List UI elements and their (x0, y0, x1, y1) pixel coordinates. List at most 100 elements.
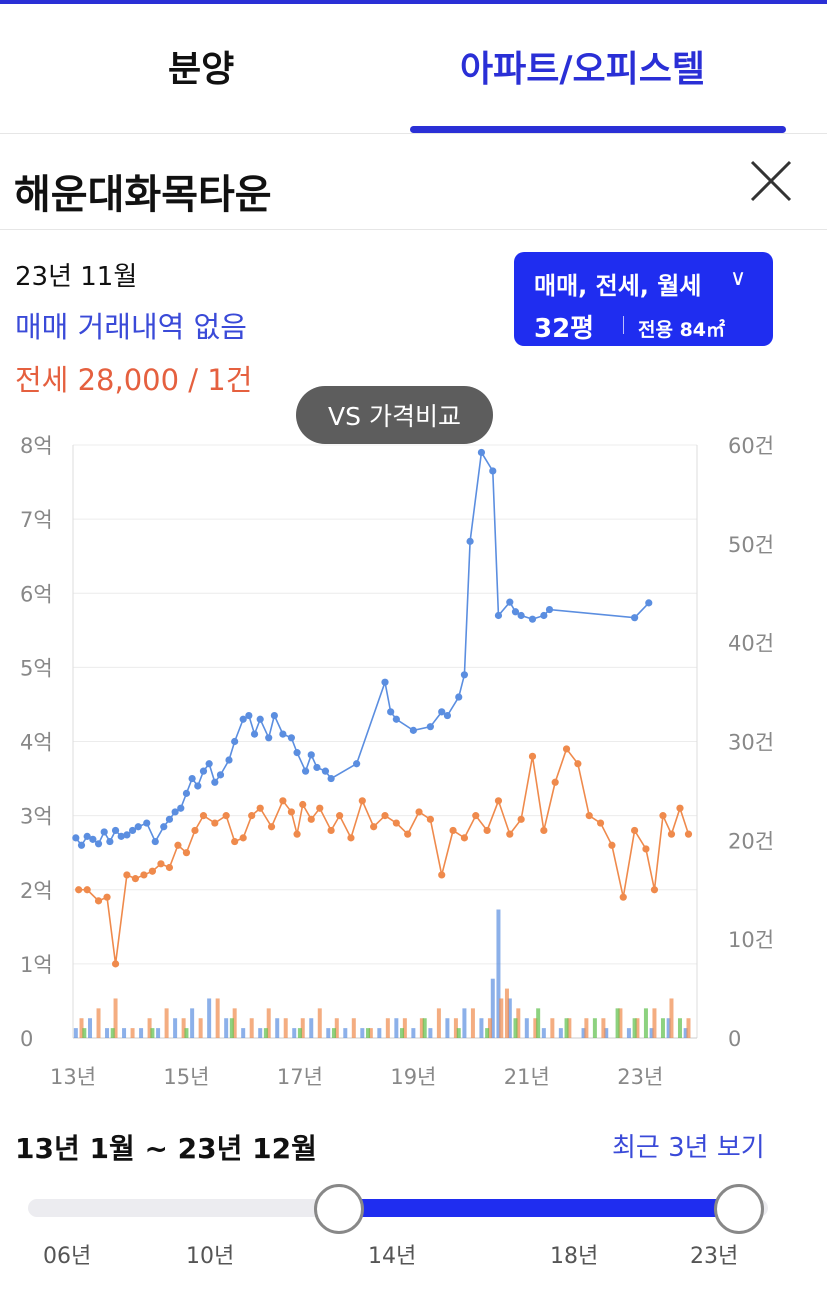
jeonse-point (596, 819, 605, 827)
jeonse-point (676, 804, 684, 812)
volume-bar (334, 1018, 339, 1038)
jeonse-point (211, 819, 219, 827)
tab-bunyang[interactable]: 분양 (168, 49, 235, 90)
y-left-tick-label: 4억 (20, 731, 53, 755)
sale-point (245, 711, 253, 720)
volume-bar (677, 1018, 682, 1038)
jeonse-point (157, 860, 165, 868)
slider-tick-label: 14년 (368, 1244, 417, 1269)
y-left-tick-label: 0 (20, 1027, 33, 1051)
volume-bar (453, 1018, 458, 1038)
y-right-tick-label: 50건 (728, 533, 774, 557)
jeonse-point (199, 812, 208, 820)
volume-bar (181, 1018, 186, 1038)
sale-point (353, 760, 361, 768)
volume-bar (504, 988, 509, 1038)
jeonse-point (528, 752, 537, 760)
recent-3y-link[interactable]: 최근 3년 보기 (612, 1133, 765, 1163)
jeonse-point (426, 815, 434, 823)
jeonse-point (287, 808, 295, 816)
x-tick-label: 13년 (50, 1065, 96, 1089)
sale-point (489, 467, 497, 475)
sale-point (256, 715, 264, 723)
volume-bar (229, 1018, 234, 1038)
volume-bar (485, 1028, 490, 1038)
jeonse-point (472, 812, 480, 820)
slider-tick-label: 06년 (43, 1244, 92, 1269)
jeonse-point (279, 797, 287, 805)
jeonse-point (231, 837, 239, 846)
volume-bar (377, 1028, 382, 1038)
x-tick-label: 21년 (504, 1065, 550, 1089)
deal-types-label: 매매, 전세, 월세 (534, 272, 702, 300)
vs-compare-button[interactable]: VS 가격비교 (296, 386, 493, 444)
sale-point (381, 678, 389, 686)
jeonse-point (83, 886, 91, 894)
sale-point (506, 598, 514, 606)
volume-bar (351, 1018, 356, 1038)
volume-bar (462, 1008, 467, 1038)
sale-point (477, 448, 486, 457)
sale-point (216, 771, 225, 779)
jeonse-point (517, 815, 525, 823)
jeonse-point (336, 812, 344, 820)
volume-bar (184, 1028, 189, 1038)
jeonse-point (494, 797, 503, 805)
jeonse-point (94, 897, 103, 905)
jeonse-point (256, 804, 264, 812)
volume-bar (292, 1028, 297, 1038)
jeonse-point (140, 871, 148, 879)
tab-apartment-officetel[interactable]: 아파트/오피스텔 (460, 49, 705, 90)
volume-bar (601, 1018, 606, 1038)
jeonse-point (222, 812, 230, 820)
jeonse-point (415, 808, 423, 816)
selected-month: 23년 11월 (15, 262, 138, 292)
volume-bar (164, 1008, 169, 1038)
volume-bar (541, 1028, 546, 1038)
volume-bar (666, 1018, 671, 1038)
volume-bar (618, 1008, 623, 1038)
sale-point (301, 767, 310, 775)
jeonse-point (75, 886, 83, 894)
volume-bar (224, 1018, 229, 1038)
jeonse-point (182, 849, 191, 857)
jeonse-point (562, 745, 571, 753)
sale-point (460, 671, 469, 679)
area-label: 전용 84㎡ (638, 319, 726, 341)
close-icon[interactable] (748, 158, 794, 204)
volume-bar (626, 1028, 631, 1038)
price-chart: 0 1억 2억 3억 4억 5억 6억 7억 8억 0 10건 20건 30건 40건 50건 60건 13년 1… (20, 434, 774, 1089)
sale-point (321, 767, 330, 775)
sale-status: 매매 거래내역 없음 (15, 310, 247, 344)
volume-bar (198, 1018, 203, 1038)
slider-tick-label: 18년 (550, 1244, 599, 1269)
volume-bar (470, 1008, 475, 1038)
sale-point (511, 608, 520, 616)
volume-bar (436, 1008, 441, 1038)
sale-point (89, 835, 97, 843)
volume-bar (669, 998, 674, 1038)
slider-end-handle[interactable] (714, 1184, 764, 1234)
jeonse-point (307, 815, 315, 823)
y-right-tick-label: 40건 (728, 632, 774, 656)
complex-title: 해운대화목타운 (14, 172, 272, 218)
y-right-tick-label: 60건 (728, 434, 774, 458)
jeonse-point (239, 834, 247, 842)
volume-bar (266, 1008, 271, 1038)
sale-point (387, 708, 395, 716)
sale-point (205, 760, 213, 768)
volume-bar (249, 1018, 254, 1038)
volume-bar (507, 998, 512, 1038)
volume-bar (536, 1008, 541, 1038)
y-right-tick-label: 20건 (728, 829, 774, 853)
sale-point (270, 711, 278, 720)
jeonse-point (619, 893, 627, 901)
volume-bar (331, 1028, 336, 1038)
volume-bar (263, 1028, 268, 1038)
jeonse-point (608, 841, 616, 849)
jeonse-point (540, 826, 548, 835)
volume-bar (283, 1018, 288, 1038)
slider-start-handle[interactable] (314, 1184, 364, 1234)
deal-filter-button[interactable]: 매매, 전세, 월세 ∨ 32평 전용 84㎡ (514, 252, 773, 346)
sale-point (160, 823, 168, 831)
